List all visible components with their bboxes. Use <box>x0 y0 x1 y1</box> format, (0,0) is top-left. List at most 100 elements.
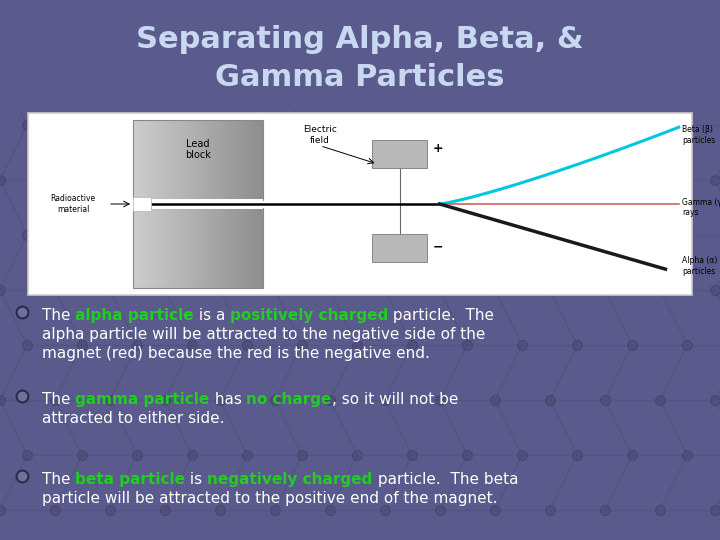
Bar <box>166 120 168 200</box>
Bar <box>136 208 140 288</box>
Text: alpha particle will be attracted to the negative side of the: alpha particle will be attracted to the … <box>42 327 485 342</box>
Bar <box>133 199 263 210</box>
Bar <box>140 120 143 200</box>
Bar <box>143 208 146 288</box>
Text: positively charged: positively charged <box>230 308 389 323</box>
Bar <box>185 208 188 288</box>
Bar <box>256 208 260 288</box>
Text: Gamma Particles: Gamma Particles <box>215 64 505 92</box>
Bar <box>159 120 162 200</box>
Text: Lead
block: Lead block <box>185 139 211 160</box>
Text: +: + <box>432 141 443 154</box>
Bar <box>153 120 156 200</box>
Text: , so it will not be: , so it will not be <box>332 392 458 407</box>
Bar <box>217 208 221 288</box>
Bar <box>159 208 162 288</box>
Bar <box>153 208 156 288</box>
Bar <box>149 120 153 200</box>
Bar <box>228 120 230 200</box>
Bar <box>133 120 263 200</box>
Text: beta particle: beta particle <box>76 472 185 487</box>
Bar <box>217 120 221 200</box>
Bar <box>202 208 204 288</box>
Bar <box>198 208 202 288</box>
Text: gamma particle: gamma particle <box>76 392 210 407</box>
Bar <box>228 208 230 288</box>
Text: alpha particle: alpha particle <box>76 308 194 323</box>
Bar <box>211 208 215 288</box>
Bar <box>215 208 217 288</box>
Bar <box>168 208 172 288</box>
Bar <box>372 234 428 262</box>
Bar <box>172 120 175 200</box>
Bar <box>179 120 181 200</box>
Bar <box>260 208 263 288</box>
Bar <box>224 208 228 288</box>
Bar <box>211 120 215 200</box>
Text: The: The <box>42 392 76 407</box>
Bar <box>28 113 692 295</box>
Bar <box>133 208 136 288</box>
Bar <box>168 120 172 200</box>
Bar <box>175 120 179 200</box>
Text: no charge: no charge <box>246 392 332 407</box>
Bar <box>188 208 192 288</box>
Bar <box>162 120 166 200</box>
Bar <box>243 208 247 288</box>
Bar <box>192 208 194 288</box>
Bar <box>185 120 188 200</box>
Bar <box>149 208 153 288</box>
Text: Separating Alpha, Beta, &: Separating Alpha, Beta, & <box>136 25 584 55</box>
Text: Alpha (α)
particles: Alpha (α) particles <box>682 256 717 275</box>
Bar <box>234 120 237 200</box>
Text: is: is <box>185 472 207 487</box>
Bar <box>188 120 192 200</box>
Text: Electric
field: Electric field <box>303 125 337 145</box>
Bar <box>133 208 263 288</box>
Text: particle.  The beta: particle. The beta <box>373 472 518 487</box>
Bar <box>181 120 185 200</box>
Bar <box>250 208 253 288</box>
Bar <box>140 208 143 288</box>
Bar <box>253 208 256 288</box>
Bar <box>221 120 224 200</box>
Bar <box>240 208 243 288</box>
Text: is a: is a <box>194 308 230 323</box>
Text: The: The <box>42 308 76 323</box>
Bar <box>234 208 237 288</box>
Bar <box>230 120 234 200</box>
Bar <box>215 120 217 200</box>
Bar <box>240 120 243 200</box>
Bar <box>208 120 211 200</box>
Bar <box>156 120 159 200</box>
Text: has: has <box>210 392 246 407</box>
Bar <box>143 120 146 200</box>
Text: particle.  The: particle. The <box>389 308 495 323</box>
Bar <box>198 120 202 200</box>
Bar <box>230 208 234 288</box>
Bar <box>208 208 211 288</box>
Bar <box>0 0 720 110</box>
Text: Radioactive
material: Radioactive material <box>50 194 96 214</box>
Bar <box>179 208 181 288</box>
Bar <box>162 208 166 288</box>
Bar <box>175 208 179 288</box>
Text: The: The <box>42 472 76 487</box>
Bar <box>146 120 149 200</box>
Bar <box>166 208 168 288</box>
Bar <box>221 208 224 288</box>
Bar <box>194 120 198 200</box>
Text: negatively charged: negatively charged <box>207 472 373 487</box>
Bar <box>181 208 185 288</box>
Bar <box>133 120 136 200</box>
Bar <box>204 208 208 288</box>
Bar <box>247 208 250 288</box>
Bar <box>194 208 198 288</box>
Text: magnet (red) because the red is the negative end.: magnet (red) because the red is the nega… <box>42 346 430 361</box>
Bar <box>172 208 175 288</box>
Text: Gamma (γ)
rays: Gamma (γ) rays <box>682 198 720 217</box>
Bar <box>372 140 428 167</box>
Bar <box>204 120 208 200</box>
Text: attracted to either side.: attracted to either side. <box>42 411 225 426</box>
Text: particle will be attracted to the positive end of the magnet.: particle will be attracted to the positi… <box>42 491 498 506</box>
